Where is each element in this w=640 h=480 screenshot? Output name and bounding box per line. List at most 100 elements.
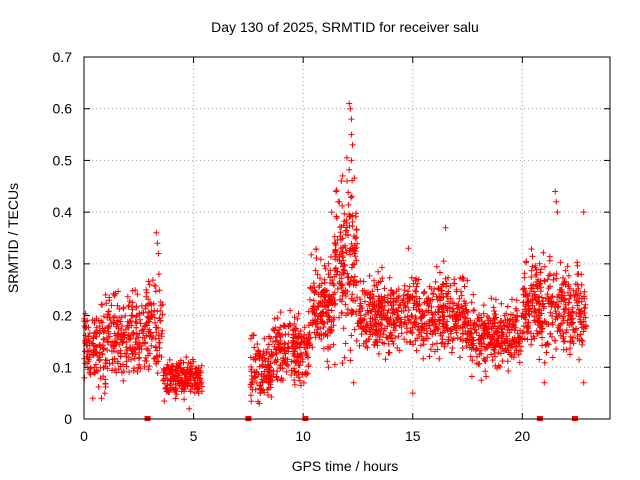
data-point [339, 289, 346, 296]
data-point [453, 325, 460, 332]
data-point [140, 330, 147, 337]
data-point [348, 157, 355, 164]
data-point [117, 318, 124, 325]
data-point [536, 260, 543, 267]
data-point [437, 330, 444, 337]
data-point [582, 304, 588, 311]
data-point [193, 369, 200, 376]
data-point [152, 288, 159, 295]
data-point [285, 331, 292, 338]
data-point [501, 322, 508, 329]
data-point [429, 341, 436, 348]
data-point [406, 283, 413, 290]
data-point [519, 336, 526, 343]
data-point [498, 300, 505, 307]
data-point [119, 340, 126, 346]
data-point [553, 275, 560, 282]
data-point [133, 324, 140, 331]
data-point [405, 245, 412, 252]
data-point [85, 333, 92, 340]
data-point [133, 335, 140, 342]
data-point [389, 310, 396, 317]
data-point [538, 294, 545, 301]
data-point [151, 307, 158, 314]
data-point [156, 339, 163, 346]
data-point [288, 358, 295, 365]
data-point [348, 194, 354, 201]
data-point [294, 315, 301, 322]
data-point [349, 261, 356, 268]
data-point [274, 329, 281, 336]
data-point [417, 342, 424, 349]
data-point [256, 382, 263, 388]
data-point [577, 331, 584, 338]
data-point [374, 286, 381, 293]
data-point [345, 189, 352, 196]
data-point [156, 287, 163, 294]
data-point [504, 358, 511, 365]
data-point [266, 376, 273, 383]
data-point [145, 352, 151, 359]
data-point [364, 307, 371, 314]
data-point [474, 353, 480, 360]
data-point [390, 290, 397, 297]
data-point [126, 369, 133, 375]
data-point [272, 357, 279, 363]
data-point [560, 317, 567, 324]
data-point [147, 316, 154, 323]
data-point [514, 330, 521, 337]
data-point [331, 273, 338, 280]
data-point [298, 334, 305, 341]
data-point [82, 310, 89, 317]
data-point [416, 295, 423, 302]
data-point [123, 344, 130, 351]
data-point [492, 311, 499, 318]
data-point [270, 371, 277, 378]
data-point [294, 354, 301, 360]
data-point [396, 293, 402, 300]
data-point [421, 312, 428, 319]
data-point [470, 307, 477, 314]
data-point [582, 322, 589, 329]
data-point [396, 302, 403, 309]
data-point [564, 263, 571, 270]
data-point [371, 282, 378, 289]
data-point [560, 338, 567, 345]
data-point [264, 386, 271, 393]
data-point [128, 303, 135, 310]
data-point [267, 381, 274, 388]
data-point [309, 317, 316, 324]
data-point [152, 343, 159, 350]
data-point [122, 312, 129, 319]
grid-lines [84, 57, 610, 419]
data-point [379, 264, 385, 271]
data-point [481, 325, 488, 332]
data-point [549, 321, 556, 328]
data-point [539, 319, 546, 326]
data-point [516, 359, 523, 366]
data-point [181, 367, 188, 374]
data-point [457, 354, 463, 361]
data-point [539, 342, 546, 349]
data-point [484, 344, 491, 351]
data-point [528, 267, 535, 274]
data-point [271, 327, 278, 334]
data-point [338, 298, 345, 305]
data-point [441, 343, 448, 350]
data-point [357, 296, 363, 303]
data-point [533, 296, 539, 303]
data-point [153, 358, 160, 365]
data-point [324, 318, 331, 325]
data-point [331, 289, 338, 296]
data-point [294, 344, 301, 351]
data-point [387, 299, 394, 306]
data-point [342, 340, 349, 347]
data-point [305, 339, 312, 346]
data-point [87, 364, 94, 371]
data-point [340, 257, 347, 264]
data-point [444, 340, 451, 347]
data-point [330, 341, 337, 348]
x-tick-label: 15 [405, 428, 421, 444]
data-point [395, 333, 402, 340]
